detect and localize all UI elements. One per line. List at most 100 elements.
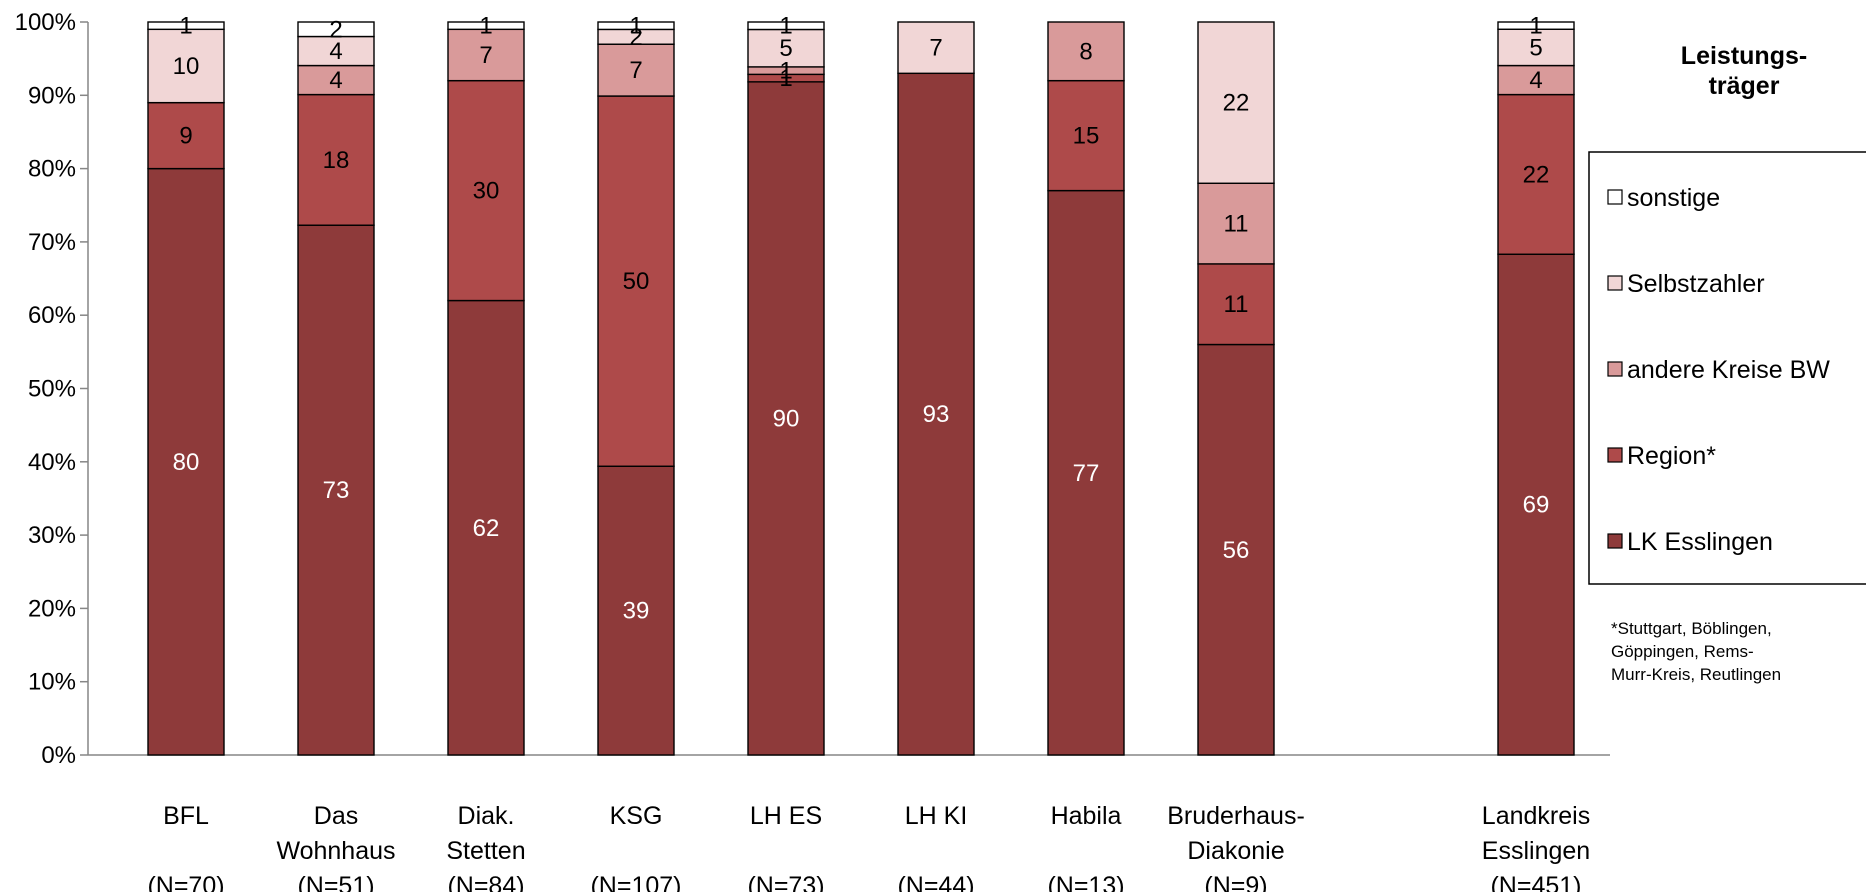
y-tick-label: 80% <box>28 156 76 183</box>
bar-segment <box>1197 21 1275 184</box>
legend: Leistungs-träger sonstige Selbstzahler ande… <box>1588 42 1866 585</box>
bar-stack: 93 7 <box>897 21 975 756</box>
bar-segment <box>1497 253 1575 756</box>
footnote-text: *Stuttgart, Böblingen, <box>1611 619 1772 638</box>
bar-segment <box>147 101 225 170</box>
x-category-label: (N=51) <box>297 872 374 892</box>
data-label: 4 <box>1529 67 1542 94</box>
data-label: 4 <box>329 67 342 94</box>
x-category-label: Diak. <box>458 802 515 830</box>
bar-segment <box>447 299 525 756</box>
legend-title: Leistungs- <box>1681 42 1807 70</box>
y-tick-label: 20% <box>28 595 76 622</box>
bar-stack: 77 15 8 <box>1047 21 1125 756</box>
bar-segment <box>447 21 525 31</box>
x-category-label: Stetten <box>446 837 525 865</box>
data-label: 1 <box>779 65 792 92</box>
y-tick-label: 100% <box>15 9 76 36</box>
data-label: 11 <box>1224 211 1249 238</box>
x-category-label: Landkreis <box>1482 802 1590 830</box>
y-tick-label: 40% <box>28 449 76 476</box>
bar-segment <box>1497 64 1575 96</box>
legend-entry-label: LK Esslingen <box>1627 528 1773 556</box>
y-tick-label: 70% <box>28 229 76 256</box>
x-axis-labels: BFL (N=70) Das Wohnhaus (N=51) Diak. Stetten (N… <box>147 802 1590 892</box>
bar-segment <box>747 28 825 68</box>
y-tick-label: 0% <box>41 742 76 769</box>
bar-segment <box>447 79 525 302</box>
x-category-label: (N=13) <box>1047 872 1124 892</box>
bar-segment <box>297 21 375 38</box>
bar-segment <box>147 28 225 104</box>
bar-segment <box>1497 21 1575 30</box>
x-category-label: LH KI <box>905 802 968 830</box>
data-label: 2 <box>629 24 642 51</box>
x-category-label: Das <box>314 802 358 830</box>
x-category-label: (N=84) <box>447 872 524 892</box>
bar-segment <box>597 21 675 31</box>
data-label: 18 <box>323 147 350 174</box>
footnote: *Stuttgart, Böblingen, Göppingen, Rems- Mu… <box>1611 619 1781 684</box>
x-category-label: (N=451) <box>1490 872 1581 892</box>
bar-segment <box>747 81 825 756</box>
x-category-label: (N=9) <box>1204 872 1267 892</box>
legend-box <box>1588 151 1866 585</box>
data-label: 5 <box>1529 34 1542 61</box>
footnote-text: Göppingen, Rems- <box>1611 642 1754 661</box>
bar-stack: 80 9 10 1 <box>147 13 225 756</box>
bar-segment <box>597 95 675 467</box>
legend-entry-label: Selbstzahler <box>1627 270 1765 298</box>
x-category-label: LH ES <box>750 802 822 830</box>
bar-stack: 56 11 11 22 <box>1197 21 1275 756</box>
x-category-label: KSG <box>610 802 663 830</box>
x-category-label: (N=70) <box>147 872 224 892</box>
bar-segment <box>447 28 525 82</box>
bar-segment <box>297 93 375 226</box>
bar-segment <box>1497 93 1575 255</box>
data-label: 1 <box>1529 13 1542 40</box>
data-label: 15 <box>1073 123 1100 150</box>
bar-segment <box>597 465 675 756</box>
x-category-label: BFL <box>163 802 209 830</box>
data-label: 1 <box>779 13 792 40</box>
data-label: 73 <box>323 477 350 504</box>
legend-swatch <box>1607 533 1623 549</box>
y-tick-label: 90% <box>28 82 76 109</box>
bar-segment <box>147 167 225 756</box>
y-tick-label: 50% <box>28 376 76 403</box>
data-label: 50 <box>623 268 650 295</box>
data-label: 8 <box>1079 38 1092 65</box>
data-label: 9 <box>179 123 192 150</box>
legend-entry-label: sonstige <box>1627 184 1720 212</box>
data-label: 62 <box>473 515 500 542</box>
x-category-label: Habila <box>1051 802 1122 830</box>
data-label: 1 <box>479 13 492 40</box>
bar-segment <box>1197 263 1275 346</box>
data-label: 22 <box>1223 90 1250 117</box>
bar-segment <box>297 64 375 96</box>
bar-segment <box>297 224 375 756</box>
y-tick-label: 10% <box>28 669 76 696</box>
data-label: 7 <box>479 42 492 69</box>
data-label: 90 <box>773 405 800 432</box>
data-label: 2 <box>329 16 342 43</box>
data-label: 5 <box>779 35 792 62</box>
data-label: 77 <box>1073 460 1100 487</box>
x-category-label: Bruderhaus- <box>1167 802 1305 830</box>
bar-segment <box>597 43 675 97</box>
data-label: 93 <box>923 401 950 428</box>
bar-segment <box>1497 28 1575 67</box>
data-label: 39 <box>623 598 650 625</box>
legend-swatch <box>1607 189 1623 205</box>
bar-stack: 62 30 71 <box>447 13 525 756</box>
legend-entry-label: andere Kreise BW <box>1627 356 1830 384</box>
data-label: 1 <box>179 13 192 40</box>
x-category-label: (N=73) <box>747 872 824 892</box>
data-label: 56 <box>1223 537 1250 564</box>
data-label: 7 <box>929 35 942 62</box>
data-label: 10 <box>173 53 200 80</box>
legend-title: träger <box>1709 72 1780 100</box>
data-label: 1 <box>629 13 642 40</box>
